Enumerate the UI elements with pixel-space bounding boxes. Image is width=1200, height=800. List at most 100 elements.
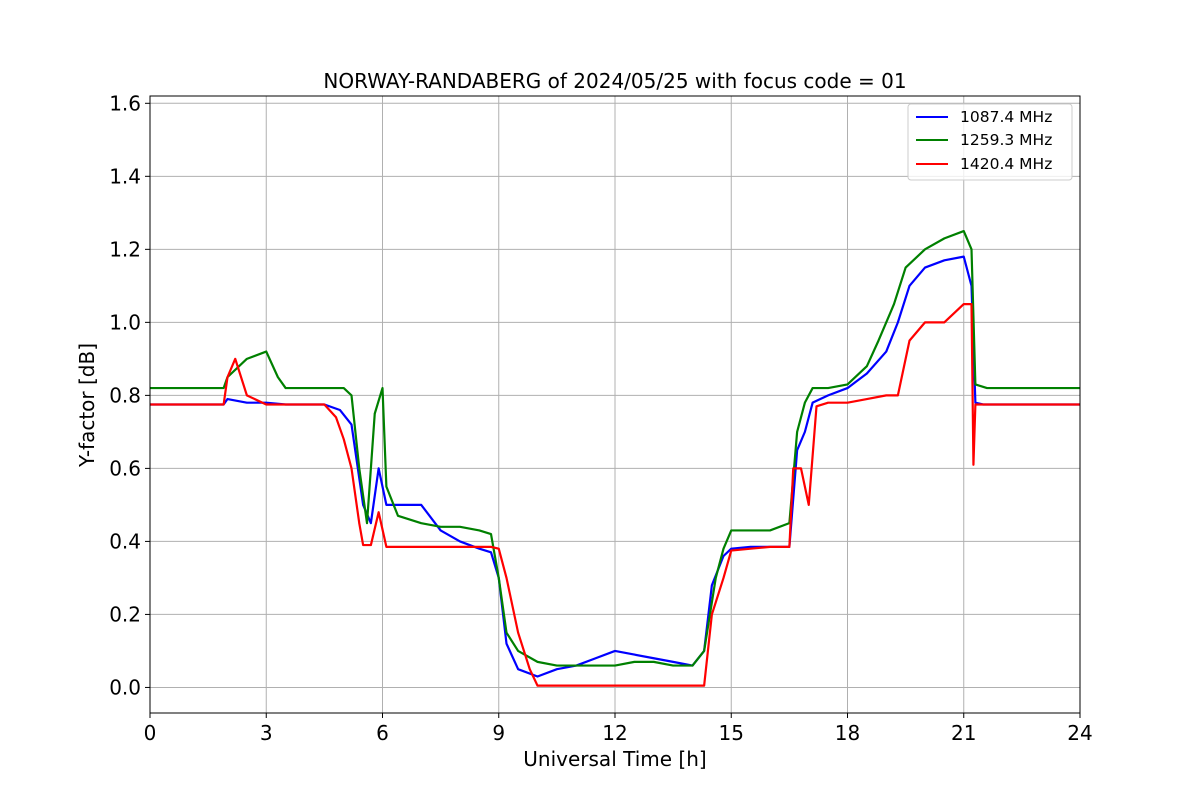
- data-point: [373, 412, 376, 415]
- x-tick-label: 15: [719, 721, 744, 745]
- x-tick-label: 18: [835, 721, 860, 745]
- data-point: [358, 467, 361, 470]
- data-point: [401, 546, 403, 548]
- data-point: [594, 664, 597, 667]
- data-point: [970, 248, 973, 251]
- data-point: [1040, 403, 1043, 406]
- data-point: [962, 230, 965, 232]
- data-point: [633, 661, 636, 663]
- data-point: [672, 664, 674, 667]
- x-tick-label: 24: [1067, 721, 1092, 745]
- data-point: [924, 248, 926, 251]
- x-tick-label: 21: [951, 721, 976, 745]
- data-point: [792, 467, 795, 470]
- data-point: [246, 358, 248, 360]
- data-point: [614, 664, 616, 667]
- data-point: [827, 394, 829, 397]
- data-point: [633, 684, 636, 687]
- y-tick-label: 1.0: [109, 310, 141, 334]
- data-point: [986, 387, 988, 389]
- data-point: [528, 668, 531, 670]
- data-point: [691, 664, 694, 667]
- y-tick-label: 0.4: [109, 529, 141, 553]
- x-axis-label: Universal Time [h]: [523, 747, 706, 771]
- data-point: [703, 650, 705, 652]
- data-point: [652, 684, 655, 687]
- series-layer: [150, 229, 1080, 687]
- data-point: [749, 547, 752, 550]
- data-point: [350, 467, 353, 470]
- data-point: [497, 577, 500, 579]
- data-point: [536, 684, 539, 687]
- data-point: [769, 529, 771, 532]
- data-point: [866, 365, 868, 367]
- data-point: [459, 526, 461, 528]
- data-point: [804, 401, 806, 404]
- data-point: [972, 463, 975, 466]
- data-point: [370, 544, 372, 546]
- data-point: [943, 259, 946, 262]
- data-point: [377, 511, 380, 513]
- data-point: [897, 394, 899, 397]
- data-point: [811, 401, 814, 404]
- data-point: [478, 547, 481, 550]
- data-point: [924, 266, 926, 269]
- data-point: [815, 405, 818, 408]
- data-point: [420, 522, 423, 524]
- data-point: [222, 387, 225, 389]
- y-axis-label: Y-factor [dB]: [75, 343, 99, 468]
- data-point: [908, 285, 911, 287]
- data-point: [490, 551, 492, 554]
- data-point: [377, 467, 380, 470]
- data-point: [226, 376, 229, 378]
- data-point: [420, 546, 423, 548]
- data-point: [846, 387, 849, 389]
- data-point: [1001, 403, 1004, 406]
- data-point: [339, 409, 341, 411]
- legend-label-1420: 1420.4 MHz: [960, 155, 1052, 173]
- data-point: [908, 339, 911, 342]
- data-point: [924, 321, 926, 324]
- data-point: [807, 504, 810, 506]
- data-point: [885, 350, 888, 353]
- y-tick-label: 1.2: [109, 237, 141, 261]
- data-point: [846, 383, 849, 386]
- data-point: [614, 650, 616, 652]
- data-point: [594, 657, 597, 660]
- data-point: [749, 529, 752, 532]
- data-point: [594, 684, 597, 687]
- data-point: [246, 394, 248, 397]
- data-point: [358, 522, 361, 524]
- data-point: [265, 401, 268, 404]
- data-point: [284, 387, 287, 389]
- data-point: [459, 540, 461, 543]
- data-point: [877, 339, 880, 342]
- data-point: [397, 515, 399, 517]
- y-tick-label: 1.6: [109, 91, 141, 115]
- data-point: [265, 403, 268, 406]
- data-point: [893, 303, 895, 305]
- legend-label-1259: 1259.3 MHz: [960, 131, 1052, 149]
- x-tick-label: 3: [260, 721, 273, 745]
- data-point: [962, 255, 965, 258]
- data-point: [556, 684, 558, 687]
- data-point: [614, 684, 616, 687]
- data-point: [284, 403, 287, 406]
- data-point: [962, 303, 965, 305]
- data-point: [478, 529, 481, 532]
- data-point: [385, 485, 388, 488]
- data-point: [490, 533, 492, 535]
- data-point: [1001, 387, 1004, 389]
- data-point: [366, 522, 368, 524]
- data-point: [505, 642, 508, 645]
- data-point: [703, 684, 705, 687]
- data-point: [974, 403, 977, 406]
- data-point: [439, 546, 442, 548]
- data-point: [722, 577, 725, 579]
- data-point: [846, 401, 849, 404]
- data-point: [350, 394, 353, 397]
- series-line-1420.4: [150, 303, 1080, 687]
- data-point: [897, 321, 899, 324]
- data-point: [943, 321, 946, 324]
